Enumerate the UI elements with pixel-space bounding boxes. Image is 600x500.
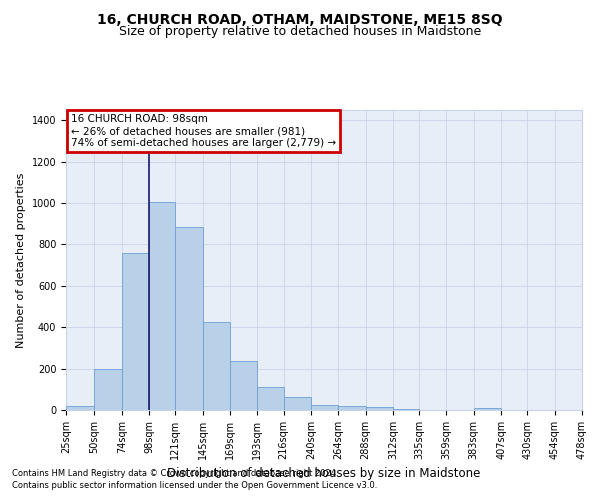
Text: 16 CHURCH ROAD: 98sqm
← 26% of detached houses are smaller (981)
74% of semi-det: 16 CHURCH ROAD: 98sqm ← 26% of detached … [71,114,336,148]
Bar [66,406,94,410]
Bar [284,396,311,410]
Bar [149,202,175,410]
Bar [94,368,122,410]
X-axis label: Distribution of detached houses by size in Maidstone: Distribution of detached houses by size … [167,468,481,480]
Bar [257,387,284,410]
Bar [122,253,149,410]
Bar [175,227,203,410]
Bar [230,362,257,410]
Y-axis label: Number of detached properties: Number of detached properties [16,172,26,348]
Bar [474,408,501,410]
Text: Size of property relative to detached houses in Maidstone: Size of property relative to detached ho… [119,25,481,38]
Bar [365,407,393,410]
Bar [203,322,230,410]
Bar [393,409,419,410]
Bar [311,405,338,410]
Text: Contains public sector information licensed under the Open Government Licence v3: Contains public sector information licen… [12,481,377,490]
Text: Contains HM Land Registry data © Crown copyright and database right 2024.: Contains HM Land Registry data © Crown c… [12,468,338,477]
Text: 16, CHURCH ROAD, OTHAM, MAIDSTONE, ME15 8SQ: 16, CHURCH ROAD, OTHAM, MAIDSTONE, ME15 … [97,12,503,26]
Bar [338,406,365,410]
